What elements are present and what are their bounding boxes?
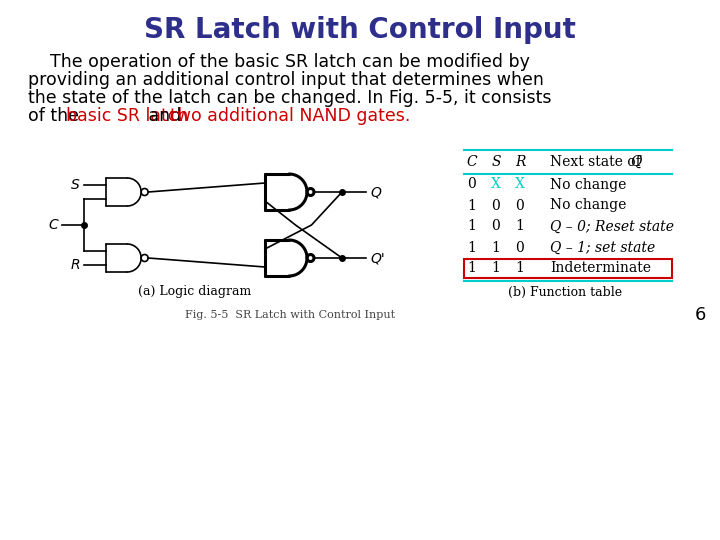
Text: Next state of: Next state of <box>550 155 645 169</box>
Text: 0: 0 <box>492 219 500 233</box>
Text: and: and <box>143 107 186 125</box>
Text: 1: 1 <box>492 261 500 275</box>
Text: C: C <box>467 155 477 169</box>
Text: basic SR latch: basic SR latch <box>66 107 189 125</box>
Text: 1: 1 <box>467 199 477 213</box>
Text: 1: 1 <box>467 240 477 254</box>
Text: 0: 0 <box>492 199 500 213</box>
Text: S: S <box>71 178 80 192</box>
Text: Q – 1; set state: Q – 1; set state <box>550 240 655 254</box>
Text: 0: 0 <box>516 199 524 213</box>
Text: X: X <box>491 178 501 192</box>
Text: of the: of the <box>28 107 84 125</box>
Text: R: R <box>71 258 80 272</box>
Text: Q – 0; Reset state: Q – 0; Reset state <box>550 219 674 233</box>
Text: C: C <box>48 218 58 232</box>
Text: 1: 1 <box>467 219 477 233</box>
Text: providing an additional control input that determines when: providing an additional control input th… <box>28 71 544 89</box>
Text: (a) Logic diagram: (a) Logic diagram <box>138 286 251 299</box>
Text: Q: Q <box>370 185 381 199</box>
Text: 6: 6 <box>694 306 706 324</box>
Text: Q': Q' <box>370 251 384 265</box>
Text: 0: 0 <box>467 178 477 192</box>
Text: S: S <box>491 155 500 169</box>
Text: 0: 0 <box>516 240 524 254</box>
Text: 1: 1 <box>516 261 524 275</box>
Text: two additional NAND gates.: two additional NAND gates. <box>170 107 410 125</box>
Bar <box>464 259 672 278</box>
Text: the state of the latch can be changed. In Fig. 5-5, it consists: the state of the latch can be changed. I… <box>28 89 552 107</box>
Text: No change: No change <box>550 199 626 213</box>
Text: 1: 1 <box>467 261 477 275</box>
Text: The operation of the basic SR latch can be modified by: The operation of the basic SR latch can … <box>28 53 530 71</box>
Text: Indeterminate: Indeterminate <box>550 261 651 275</box>
Text: 1: 1 <box>516 219 524 233</box>
Text: SR Latch with Control Input: SR Latch with Control Input <box>144 16 576 44</box>
Text: Q: Q <box>630 155 642 169</box>
Text: X: X <box>515 178 525 192</box>
Text: 1: 1 <box>492 240 500 254</box>
Text: (b) Function table: (b) Function table <box>508 286 622 299</box>
Text: No change: No change <box>550 178 626 192</box>
Text: R: R <box>515 155 526 169</box>
Text: Fig. 5-5  SR Latch with Control Input: Fig. 5-5 SR Latch with Control Input <box>185 310 395 320</box>
